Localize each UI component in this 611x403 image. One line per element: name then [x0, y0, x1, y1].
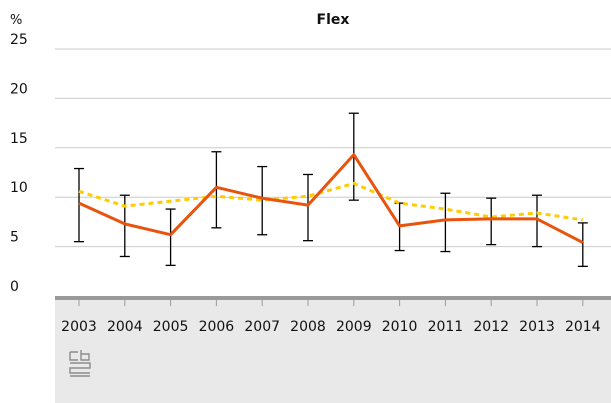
error-bar-2008 [303, 173, 313, 242]
error-bar-2007 [257, 165, 268, 236]
series-line-solid [78, 153, 584, 244]
y-tick-label-10: 10 [10, 180, 28, 196]
error-bar-2012 [486, 197, 497, 246]
error-bars [74, 112, 588, 268]
x-tick-label-2006: 2006 [199, 319, 235, 335]
footer-band [55, 300, 611, 403]
x-tick-labels: 2003 2004 2005 2006 2007 2008 2009 2010 2011 2012… [61, 319, 601, 335]
cbs-logo-icon [69, 350, 91, 377]
chart-title: Flex [317, 12, 350, 28]
y-unit-label: % [10, 13, 22, 28]
error-bar-2014 [577, 222, 588, 268]
error-bar-2005 [165, 208, 176, 267]
x-tick-label-2010: 2010 [382, 319, 418, 335]
series-lines [78, 153, 584, 244]
y-tick-labels: 0 5 10 15 20 25 [10, 32, 28, 295]
x-tick-label-2014: 2014 [565, 319, 601, 335]
x-tick-label-2007: 2007 [244, 319, 280, 335]
y-tick-label-15: 15 [10, 131, 28, 147]
error-bar-2011 [440, 192, 451, 253]
x-tick-label-2005: 2005 [153, 319, 189, 335]
x-tick-label-2003: 2003 [61, 319, 97, 335]
x-tick-label-2004: 2004 [107, 319, 143, 335]
x-tick-label-2009: 2009 [336, 319, 372, 335]
error-bar-2013 [532, 194, 542, 248]
gridlines [55, 48, 611, 248]
error-bar-2006 [211, 151, 222, 229]
x-tick-label-2013: 2013 [519, 319, 555, 335]
x-tick-label-2012: 2012 [473, 319, 509, 335]
x-tick-label-2011: 2011 [428, 319, 464, 335]
series-line-dotted [78, 181, 584, 222]
x-tick-label-2008: 2008 [290, 319, 326, 335]
error-bar-2003 [74, 167, 84, 243]
y-tick-label-25: 25 [10, 32, 28, 48]
y-tick-label-0: 0 [10, 279, 19, 295]
y-tick-label-20: 20 [10, 81, 28, 97]
x-axis-bar [55, 296, 611, 300]
y-tick-label-5: 5 [10, 230, 19, 246]
x-tick-marks [78, 300, 584, 306]
